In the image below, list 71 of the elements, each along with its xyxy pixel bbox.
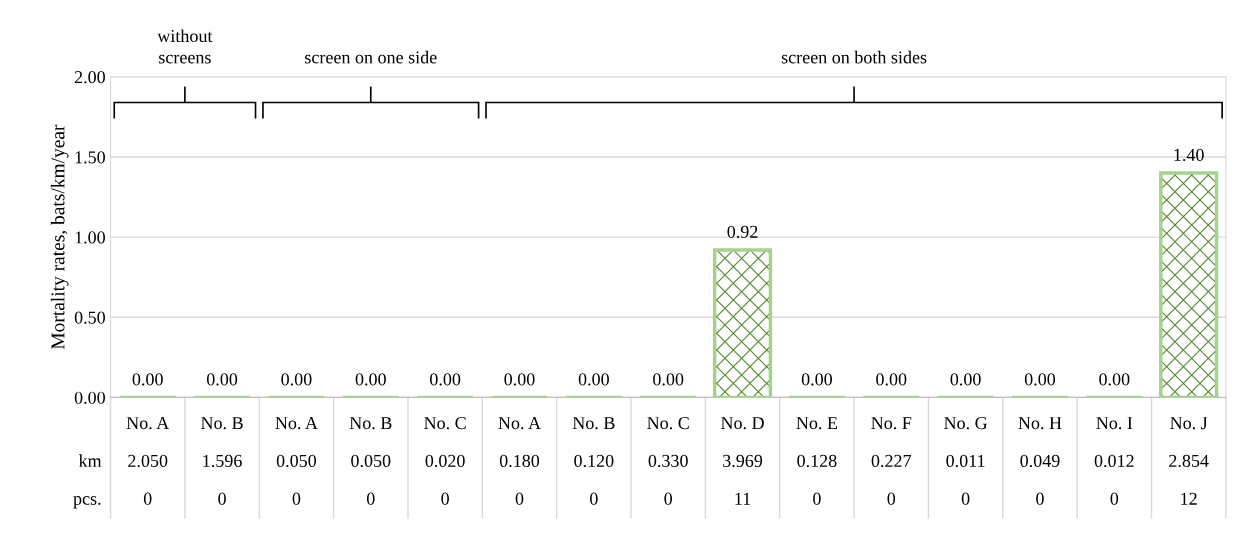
text: 12 xyxy=(1181,492,1197,505)
text: 0.330 xyxy=(648,454,688,468)
text: 2.854 xyxy=(1169,454,1209,468)
text: 0 xyxy=(1036,492,1044,505)
text: 0.049 xyxy=(1020,454,1060,468)
text: 0 xyxy=(664,492,673,505)
y-axis-title: Mortality rates, bats/km/year xyxy=(50,124,69,350)
data-label: 0.00 xyxy=(132,373,163,386)
x-tick-label: No. A xyxy=(498,417,541,430)
text: 2.050 xyxy=(128,454,168,468)
text: 0 xyxy=(441,492,449,505)
text: 0.227 xyxy=(871,454,912,468)
data-label: 0.92 xyxy=(727,225,758,238)
y-tick-label: 0.00 xyxy=(74,391,105,404)
y-tick-label: 1.00 xyxy=(75,231,105,244)
text: 0 xyxy=(590,492,598,505)
x-tick-label: No. J xyxy=(1170,417,1208,430)
text: without screens xyxy=(157,29,213,64)
y-tick-label: 2.00 xyxy=(74,71,105,84)
text: screen on both sides xyxy=(781,50,927,64)
text: 0 xyxy=(961,492,970,505)
x-tick-label: No. C xyxy=(424,417,466,430)
data-label: 0.00 xyxy=(1099,373,1130,386)
text: 0 xyxy=(515,492,524,505)
x-tick-label: No. B xyxy=(349,417,392,430)
data-label: 0.00 xyxy=(876,373,907,386)
data-label: 0.00 xyxy=(801,373,833,386)
data-label: 0.00 xyxy=(430,373,461,386)
x-tick-label: No. G xyxy=(944,417,988,430)
x-tick-label: No. A xyxy=(126,417,170,430)
data-label: 0.00 xyxy=(950,373,981,386)
text: 0 xyxy=(366,492,375,505)
x-tick-label: No. A xyxy=(275,417,318,430)
data-label: 1.40 xyxy=(1174,148,1204,162)
text: 0.012 xyxy=(1094,454,1134,468)
x-tick-label: No. B xyxy=(572,417,615,430)
text: 0.050 xyxy=(351,454,391,468)
text: 0 xyxy=(813,492,821,505)
text: 0 xyxy=(143,492,152,505)
data-label: 0.00 xyxy=(1024,373,1056,386)
text: 1.596 xyxy=(203,454,242,468)
text: 11 xyxy=(735,492,751,505)
x-tick-label: No. D xyxy=(721,417,764,430)
data-label: 0.00 xyxy=(281,373,312,386)
text: 0.120 xyxy=(574,454,614,468)
y-tick-label: 1.50 xyxy=(75,151,105,164)
data-label: 0.00 xyxy=(578,373,609,386)
text: 3.969 xyxy=(723,454,763,468)
text: 0.011 xyxy=(946,454,985,468)
data-label: 0.00 xyxy=(504,373,535,386)
text: 0.050 xyxy=(276,454,317,468)
x-tick-label: No. F xyxy=(871,417,912,430)
text: screen on one side xyxy=(305,50,437,64)
text: 0 xyxy=(218,492,226,505)
x-tick-label: No. I xyxy=(1096,417,1133,430)
text: 0 xyxy=(887,492,896,505)
data-label: 0.00 xyxy=(653,373,684,386)
data-label: 0.00 xyxy=(355,373,386,386)
text: 0 xyxy=(1110,492,1119,505)
text: pcs. xyxy=(73,496,101,509)
text: 0 xyxy=(292,492,301,505)
data-label: 0.00 xyxy=(206,373,238,386)
x-tick-label: No. C xyxy=(647,417,689,430)
text: 0.128 xyxy=(797,454,837,468)
text: 0.020 xyxy=(425,454,465,468)
x-tick-label: No. H xyxy=(1018,417,1062,430)
text: 0.180 xyxy=(499,454,540,468)
x-tick-label: No. E xyxy=(796,417,838,430)
x-tick-label: No. B xyxy=(201,417,243,430)
text: km xyxy=(78,454,102,467)
y-tick-label: 0.50 xyxy=(74,311,105,324)
